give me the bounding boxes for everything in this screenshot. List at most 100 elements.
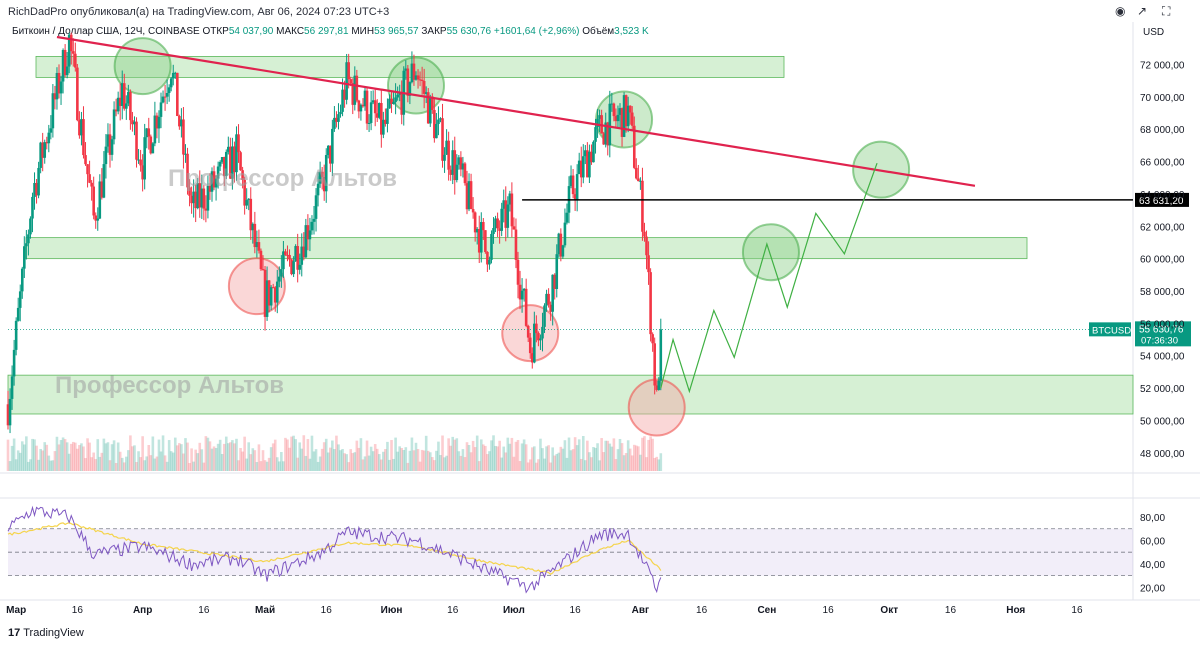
candle-body: [632, 125, 636, 168]
volume-bar: [14, 459, 18, 471]
candle-body: [579, 160, 583, 178]
volume-bar: [655, 456, 659, 471]
volume-bar: [598, 460, 601, 471]
candle-body: [602, 133, 605, 145]
candle-body: [443, 154, 446, 161]
candle-body: [390, 98, 393, 104]
volume-bar: [635, 445, 638, 471]
candle-body: [129, 91, 132, 121]
volume-bar: [131, 446, 134, 471]
volume-bar: [200, 449, 204, 471]
volume-bar: [451, 436, 455, 471]
volume-bar: [647, 439, 650, 471]
candle-body: [596, 118, 599, 128]
candle-body: [135, 121, 138, 160]
volume-bar: [210, 448, 214, 471]
volume-bar: [139, 457, 142, 471]
candle-body: [14, 320, 18, 350]
candle-body: [426, 92, 430, 124]
camera-icon[interactable]: ◉: [1115, 4, 1126, 18]
volume-bar: [396, 451, 399, 471]
candle-body: [141, 165, 144, 180]
candle-body: [618, 108, 622, 115]
candle-body: [641, 180, 644, 232]
volume-bar: [422, 450, 426, 471]
time-tick-label: Май: [255, 605, 275, 616]
candle-body: [194, 191, 197, 209]
currency-label[interactable]: USD: [1143, 27, 1165, 38]
candle-body: [310, 221, 314, 231]
volume-bar: [404, 447, 408, 471]
candle-body: [420, 79, 424, 82]
volume-bar: [616, 449, 620, 471]
volume-bar: [243, 436, 246, 471]
candle-body: [639, 180, 642, 182]
candle-body: [243, 179, 246, 206]
change-value: +1601,64 (+2,96%): [493, 26, 580, 37]
support-circle-green: [741, 223, 800, 282]
volume-bar: [412, 450, 416, 471]
candle-body: [41, 142, 44, 158]
candle-body: [477, 229, 481, 253]
candle-body: [604, 122, 608, 145]
time-tick-label: 16: [945, 605, 957, 616]
candle-body: [331, 128, 334, 164]
candle-body: [259, 250, 263, 270]
volume-bar: [155, 456, 159, 471]
candle-body: [659, 329, 663, 381]
candle-body: [159, 102, 163, 117]
share-icon[interactable]: ↗: [1137, 4, 1148, 18]
volume-bar: [341, 449, 344, 471]
volume-bar: [202, 462, 206, 471]
candle-body: [192, 191, 195, 204]
price-tick-label: 50 000,00: [1140, 416, 1185, 427]
candle-body: [333, 117, 336, 129]
candle-body: [428, 96, 432, 124]
volume-bar: [216, 443, 220, 471]
volume-bar: [53, 451, 57, 471]
volume-bar: [69, 443, 73, 471]
volume-bar: [553, 455, 557, 471]
fullscreen-icon[interactable]: ⛶: [1162, 4, 1171, 18]
volume-bar: [218, 439, 222, 471]
volume-bar: [573, 437, 577, 471]
volume-bar: [165, 461, 169, 471]
candle-body: [20, 268, 24, 292]
volume-bar: [6, 439, 10, 471]
candle-body: [522, 288, 526, 291]
candle-body: [551, 274, 554, 312]
volume-bar: [533, 446, 536, 471]
candle-body: [431, 96, 434, 110]
price-tick-label: 52 000,00: [1140, 384, 1185, 395]
candle-body: [163, 96, 167, 98]
candle-body: [451, 150, 455, 175]
zone-middle: [25, 237, 1028, 260]
candle-body: [504, 200, 508, 228]
candle-body: [88, 174, 91, 183]
volume-bar: [280, 451, 283, 471]
volume-bar: [516, 440, 520, 471]
candle-body: [220, 157, 224, 162]
volume-bar: [559, 446, 563, 471]
volume-bar: [324, 438, 328, 471]
volume-bar: [31, 438, 34, 471]
symbol-legend: Биткоин / Доллар США, 12Ч, COINBASE ОТКР…: [12, 26, 649, 37]
volume-bar: [416, 449, 420, 471]
volume-bar: [294, 439, 297, 471]
candle-body: [267, 280, 271, 306]
volume-bar: [571, 449, 575, 471]
candle-body: [18, 291, 22, 308]
volume-bar: [500, 457, 503, 471]
volume-bar: [541, 448, 544, 471]
volume-bar: [443, 457, 446, 471]
candle-body: [653, 343, 656, 386]
volume-bar: [612, 438, 616, 471]
price-tick-label: 70 000,00: [1140, 93, 1185, 104]
candle-body: [530, 353, 534, 363]
candle-body: [84, 155, 87, 165]
time-tick-label: Мар: [6, 605, 26, 616]
candle-body: [482, 222, 485, 231]
candle-body: [59, 81, 63, 94]
volume-bar: [141, 436, 144, 471]
